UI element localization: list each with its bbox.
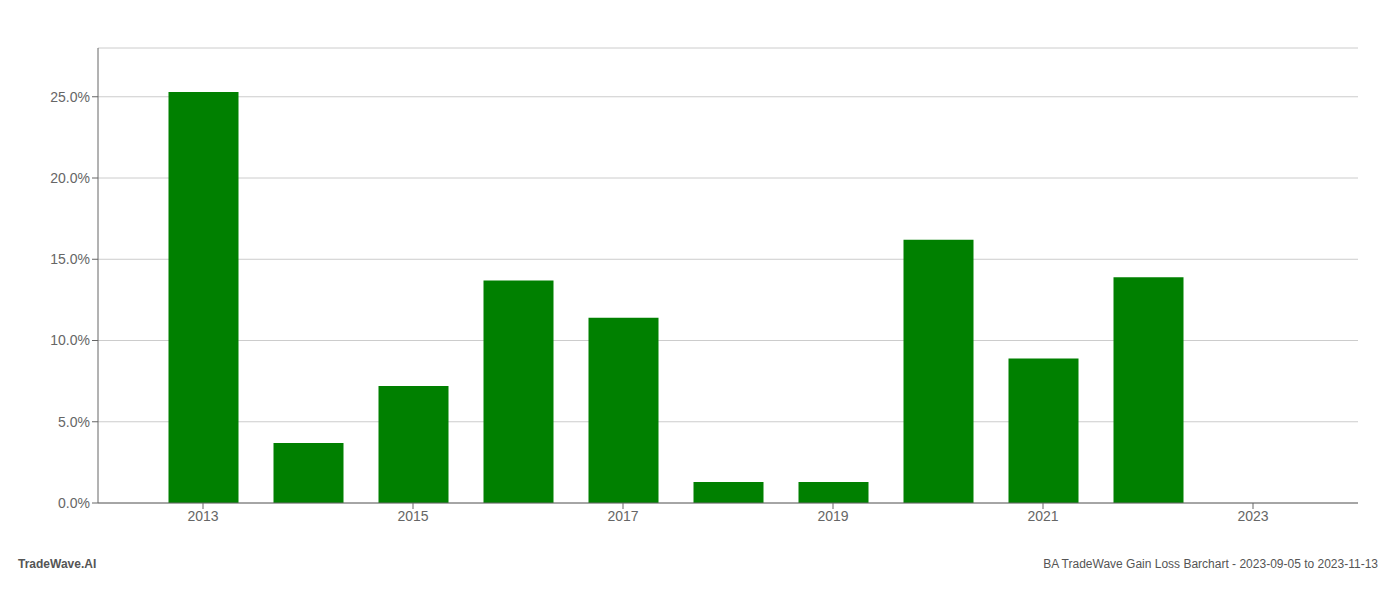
svg-text:2019: 2019 (817, 508, 848, 524)
svg-text:25.0%: 25.0% (50, 89, 90, 105)
svg-text:2017: 2017 (607, 508, 638, 524)
svg-text:10.0%: 10.0% (50, 332, 90, 348)
svg-text:0.0%: 0.0% (58, 495, 90, 511)
svg-text:5.0%: 5.0% (58, 414, 90, 430)
html-text:TradeWave.AI: TradeWave.AI (18, 557, 97, 571)
svg-text:2023: 2023 (1237, 508, 1268, 524)
svg-text:2013: 2013 (187, 508, 218, 524)
svg-text:15.0%: 15.0% (50, 251, 90, 267)
svg-text:20.0%: 20.0% (50, 170, 90, 186)
svg-text:2015: 2015 (397, 508, 428, 524)
svg-text:2021: 2021 (1027, 508, 1058, 524)
html-text:BA TradeWave Gain Loss Barchar: BA TradeWave Gain Loss Barchart - 2023-0… (1043, 557, 1378, 571)
